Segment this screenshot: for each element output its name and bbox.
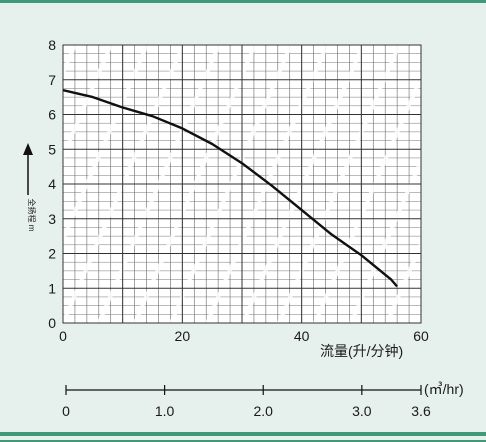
x-tick-label: 0 — [59, 328, 67, 344]
hatch-band — [459, 45, 486, 323]
head-flow-curve — [63, 89, 399, 288]
secondary-axis-tick-label: 0 — [62, 403, 70, 419]
secondary-axis: 0 1.0 2.0 3.0 3.6 — [62, 385, 431, 419]
y-axis-ticks: 0 1 2 3 4 5 6 7 8 — [48, 37, 56, 331]
y-axis-label: 全扬程 m — [27, 199, 37, 232]
hatch-band — [423, 45, 486, 323]
top-frame-bar — [0, 0, 486, 3]
plot-grid — [0, 45, 486, 323]
y-tick-label: 8 — [48, 37, 56, 53]
x-tick-label: 20 — [175, 328, 191, 344]
x-tick-label: 40 — [294, 328, 310, 344]
secondary-axis-tick-label: 2.0 — [253, 403, 273, 419]
hatch-band — [385, 239, 421, 323]
y-tick-label: 1 — [48, 280, 56, 296]
secondary-axis-tick-label: 1.0 — [155, 403, 175, 419]
hatch-band — [0, 45, 3, 323]
x-axis-ticks: 0 20 40 60 — [59, 328, 429, 344]
secondary-axis-unit: (㎥/hr) — [424, 381, 464, 397]
hatch-band — [0, 45, 39, 323]
y-axis-label-group: 全扬程 m — [23, 143, 37, 232]
bottom-frame-bar — [0, 432, 486, 436]
hatch-band — [63, 45, 113, 162]
y-tick-label: 5 — [48, 141, 56, 157]
x-tick-label: 60 — [413, 328, 429, 344]
secondary-axis-tick-label: 3.6 — [411, 403, 431, 419]
y-tick-label: 4 — [48, 176, 56, 192]
curve-layer — [63, 89, 399, 288]
y-tick-label: 0 — [48, 315, 56, 331]
y-tick-label: 6 — [48, 107, 56, 123]
bottom-frame-line — [0, 440, 486, 442]
y-tick-label: 2 — [48, 246, 56, 262]
y-tick-label: 7 — [48, 72, 56, 88]
x-axis-label: 流量(升/分钟) — [320, 343, 403, 359]
secondary-axis-tick-label: 3.0 — [352, 403, 372, 419]
y-tick-label: 3 — [48, 211, 56, 227]
